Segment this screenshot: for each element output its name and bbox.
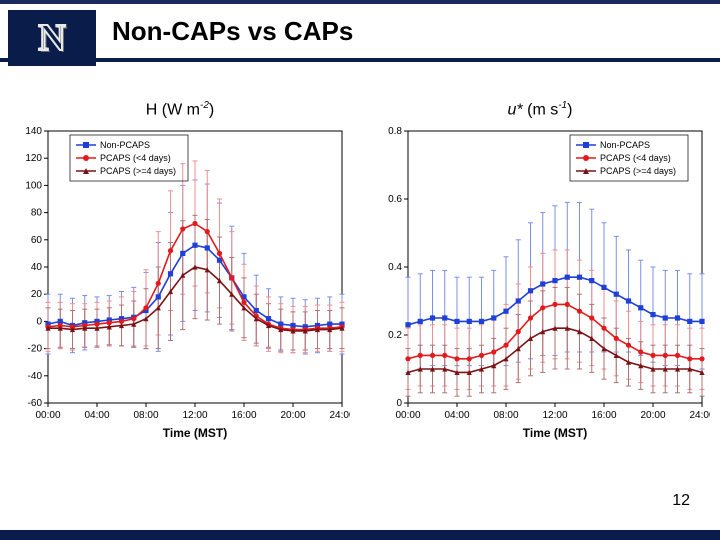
svg-text:-20: -20 [28,344,43,355]
svg-text:04:00: 04:00 [444,410,469,421]
svg-text:0: 0 [36,317,42,328]
svg-text:20: 20 [31,290,43,301]
svg-text:16:00: 16:00 [591,410,616,421]
svg-text:80: 80 [31,208,43,219]
svg-text:Time (MST): Time (MST) [163,426,227,440]
svg-text:60: 60 [31,235,43,246]
left-plot: -60 -40 -20 0 20 40 60 80 100 120 140 00:00 04:00 08:… [10,123,350,443]
header: N Non-CAPs vs CAPs [0,10,720,70]
right-plot: 0 0.2 0.4 0.6 0.8 00:00 04:00 08:00 12:00 16:00 20… [370,123,710,443]
svg-text:20:00: 20:00 [280,410,305,421]
svg-text:20:00: 20:00 [640,410,665,421]
svg-text:04:00: 04:00 [84,410,109,421]
top-accent-bar [0,0,720,4]
charts-row: H (W m-2) -60 -40 -20 0 20 40 60 80 100 120 140 00:… [0,100,720,470]
svg-text:0: 0 [396,398,402,409]
svg-text:08:00: 08:00 [493,410,518,421]
slide-title: Non-CAPs vs CAPs [112,16,353,47]
svg-text:0.2: 0.2 [388,330,402,341]
svg-text:PCAPS (>=4 days): PCAPS (>=4 days) [100,166,176,176]
left-plot-svg: -60 -40 -20 0 20 40 60 80 100 120 140 00:00 04:00 08:… [10,123,350,443]
svg-text:Non-PCAPS: Non-PCAPS [100,140,150,150]
right-plot-svg: 0 0.2 0.4 0.6 0.8 00:00 04:00 08:00 12:00 16:00 20… [370,123,710,443]
header-underline [0,58,720,62]
svg-text:0.8: 0.8 [388,126,402,137]
svg-text:40: 40 [31,262,43,273]
svg-text:0.4: 0.4 [388,262,402,273]
svg-text:16:00: 16:00 [231,410,256,421]
svg-text:24:00: 24:00 [329,410,350,421]
left-chart-column: H (W m-2) -60 -40 -20 0 20 40 60 80 100 120 140 00:… [0,100,360,470]
svg-text:100: 100 [25,181,42,192]
svg-text:PCAPS (<4 days): PCAPS (<4 days) [100,153,171,163]
logo-n-glyph: N [38,16,65,60]
svg-text:12:00: 12:00 [182,410,207,421]
svg-text:24:00: 24:00 [689,410,710,421]
svg-text:140: 140 [25,126,42,137]
svg-text:-40: -40 [28,371,43,382]
svg-text:-60: -60 [28,398,43,409]
bottom-accent-bar [0,530,720,540]
svg-text:00:00: 00:00 [395,410,420,421]
right-chart-column: u* (m s-1) 0 0.2 0.4 0.6 0.8 00:00 04:00 08:00 1… [360,100,720,470]
left-chart-label: H (W m-2) [146,100,214,119]
svg-text:PCAPS (<4 days): PCAPS (<4 days) [600,153,671,163]
svg-text:PCAPS (>=4 days): PCAPS (>=4 days) [600,166,676,176]
svg-text:12:00: 12:00 [542,410,567,421]
svg-text:Time (MST): Time (MST) [523,426,587,440]
right-chart-label: u* (m s-1) [508,100,573,119]
svg-text:120: 120 [25,154,42,165]
svg-text:08:00: 08:00 [133,410,158,421]
svg-text:00:00: 00:00 [35,410,60,421]
page-number: 12 [672,492,690,510]
svg-text:0.6: 0.6 [388,194,402,205]
svg-text:Non-PCAPS: Non-PCAPS [600,140,650,150]
